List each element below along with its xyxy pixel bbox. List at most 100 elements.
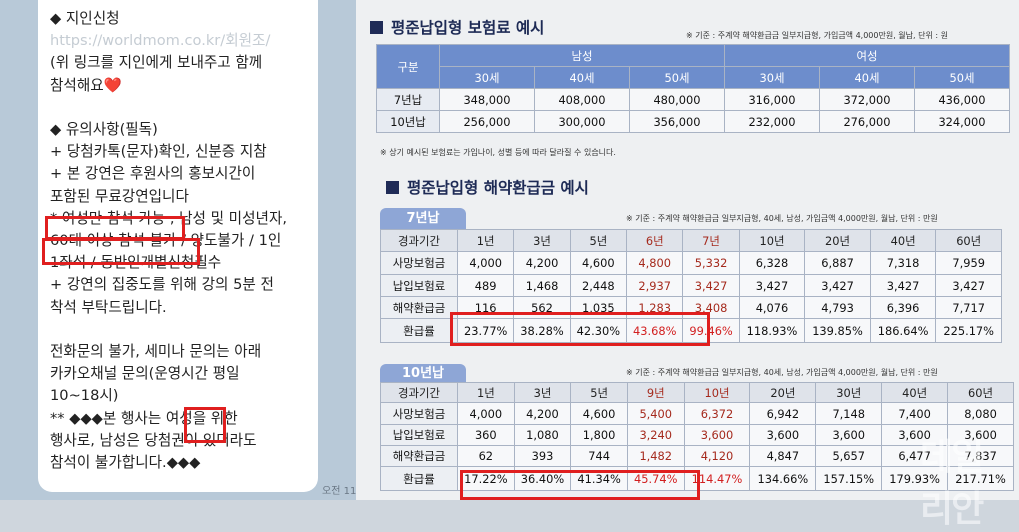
table-cell: 324,000 xyxy=(914,110,1010,133)
table-cell: 6,887 xyxy=(804,251,871,275)
period-header: 1년 xyxy=(456,229,515,252)
row-label: 10년납 xyxy=(376,110,440,133)
table-cell: 3,427 xyxy=(804,274,871,297)
highlight-box-women-event xyxy=(184,407,226,443)
premium-header-female: 여성 xyxy=(724,44,1010,67)
premium-header-label: 구분 xyxy=(376,44,440,89)
premium-age-header: 50세 xyxy=(914,66,1010,89)
table-cell: 186.64% xyxy=(869,318,937,343)
refund-header-label: 경과기간 xyxy=(380,382,458,403)
table-cell: 62 xyxy=(457,445,515,467)
table-cell: 4,076 xyxy=(738,296,806,319)
table-cell: 6,477 xyxy=(881,445,949,467)
refund-table-10yr: 경과기간 1년 3년 5년 9년 10년 20년 30년 40년 60년 사망보… xyxy=(380,382,1014,491)
table-row: 사망보험금 4,000 4,200 4,600 4,800 5,332 6,32… xyxy=(380,251,1002,275)
period-header: 60년 xyxy=(947,382,1014,403)
table-cell: 4,000 xyxy=(457,402,515,425)
table-cell: 6,942 xyxy=(749,402,817,425)
table-cell: 7,837 xyxy=(947,445,1014,467)
premium-note: ※ 기준 : 주계약 해약환급금 일부지급형, 가입금액 4,000만원, 월납… xyxy=(686,31,948,40)
table-cell: 2,448 xyxy=(569,274,628,297)
period-header: 20년 xyxy=(804,229,871,252)
chat-line xyxy=(50,97,308,119)
table-cell: 1,468 xyxy=(513,274,571,297)
table-cell: 2,937 xyxy=(626,274,684,297)
table-row: 해약환급금 116 562 1,035 1,283 3,408 4,076 4,… xyxy=(380,296,1002,319)
table-cell: 1,800 xyxy=(570,424,628,446)
table-cell: 4,600 xyxy=(569,251,628,275)
table-cell: 4,600 xyxy=(570,402,628,425)
chat-line: (위 링크를 지인에게 보내주고 함께 xyxy=(50,54,263,72)
period-header: 9년 xyxy=(626,382,685,403)
refund-band-10yr: 10년납 xyxy=(380,364,466,384)
table-cell: 256,000 xyxy=(439,110,535,133)
premium-header-male: 남성 xyxy=(439,44,725,67)
chat-line: 참석해요❤️ xyxy=(50,76,122,94)
premium-age-header: 30세 xyxy=(724,66,820,89)
row-label: 7년납 xyxy=(376,88,440,111)
chat-line: 포함된 무료강연입니다 xyxy=(50,187,189,205)
refund-note-7yr: ※ 기준 : 주계약 해약환급금 일부지급형, 40세, 남성, 가입금액 4,… xyxy=(626,214,938,223)
table-cell: 360 xyxy=(457,424,515,446)
row-label: 해약환급금 xyxy=(380,445,458,467)
table-row: 납입보험료 360 1,080 1,800 3,240 3,600 3,600 … xyxy=(380,424,1014,446)
square-bullet-icon xyxy=(370,21,383,34)
table-cell: 232,000 xyxy=(724,110,820,133)
table-cell: 7,148 xyxy=(815,402,883,425)
table-cell: 3,600 xyxy=(815,424,883,446)
refund-header-label: 경과기간 xyxy=(380,229,458,252)
period-header: 20년 xyxy=(749,382,817,403)
chat-line: ◆ 유의사항(필독) xyxy=(50,121,158,139)
table-cell: 4,200 xyxy=(513,251,571,275)
period-header: 5년 xyxy=(570,382,628,403)
table-cell: 8,080 xyxy=(947,402,1014,425)
table-cell: 7,717 xyxy=(935,296,1002,319)
table-row: 해약환급금 62 393 744 1,482 4,120 4,847 5,657… xyxy=(380,445,1014,467)
highlight-box-7yr-rate xyxy=(450,312,710,346)
table-cell: 4,000 xyxy=(456,251,515,275)
chat-line xyxy=(50,319,308,341)
premium-age-header: 50세 xyxy=(629,66,725,89)
message-timestamp: 오전 11 xyxy=(322,486,357,497)
row-label: 해약환급금 xyxy=(380,296,458,319)
table-cell: 4,120 xyxy=(683,445,751,467)
square-bullet-icon xyxy=(386,181,399,194)
chat-line: 카카오채널 문의(운영시간 평일 xyxy=(50,365,240,383)
period-header: 6년 xyxy=(626,229,684,252)
row-label: 사망보험금 xyxy=(380,251,458,275)
period-header: 60년 xyxy=(935,229,1002,252)
period-header: 30년 xyxy=(815,382,883,403)
premium-section-title: 평준납입형 보험료 예시 xyxy=(370,16,544,38)
table-cell: 118.93% xyxy=(738,318,806,343)
table-cell: 17.22% xyxy=(457,466,515,491)
chat-line: ** ◆◆◆본 행사는 여성을 위한 xyxy=(50,409,238,427)
table-cell: 3,600 xyxy=(947,424,1014,446)
chat-link-line[interactable]: https://worldmom.co.kr/회원조/ xyxy=(50,32,271,50)
premium-age-header: 40세 xyxy=(534,66,630,89)
row-label: 납입보험료 xyxy=(380,274,458,297)
table-cell: 3,427 xyxy=(869,274,937,297)
premium-age-header: 40세 xyxy=(819,66,915,89)
chat-line: 참석이 불가합니다.◆◆◆ xyxy=(50,454,201,472)
refund-section-title: 평준납입형 해약환급금 예시 xyxy=(386,176,589,198)
period-header: 1년 xyxy=(457,382,515,403)
table-cell: 3,427 xyxy=(738,274,806,297)
table-cell: 489 xyxy=(456,274,515,297)
refund-table-7yr: 경과기간 1년 3년 5년 6년 7년 10년 20년 40년 60년 사망보험… xyxy=(380,229,1002,343)
table-cell: 5,657 xyxy=(815,445,883,467)
table-cell: 356,000 xyxy=(629,110,725,133)
table-cell: 393 xyxy=(513,445,572,467)
chat-line: ◆ 지인신청 xyxy=(50,10,120,27)
table-cell: 43.68% xyxy=(626,318,684,343)
period-header: 7년 xyxy=(682,229,740,252)
table-cell: 134.66% xyxy=(749,466,817,491)
row-label: 납입보험료 xyxy=(380,424,458,446)
table-cell: 1,482 xyxy=(626,445,685,467)
table-cell: 3,240 xyxy=(626,424,685,446)
table-cell: 179.93% xyxy=(881,466,949,491)
premium-table: 구분 남성 여성 30세 40세 50세 30세 40세 50세 7년납 348… xyxy=(376,44,1010,133)
table-row: 사망보험금 4,000 4,200 4,600 5,400 6,372 6,94… xyxy=(380,402,1014,425)
refund-band-7yr: 7년납 xyxy=(380,208,466,229)
table-cell: 4,847 xyxy=(749,445,817,467)
chat-line: + 당첨카톡(문자)확인, 신분증 지참 xyxy=(50,143,267,161)
